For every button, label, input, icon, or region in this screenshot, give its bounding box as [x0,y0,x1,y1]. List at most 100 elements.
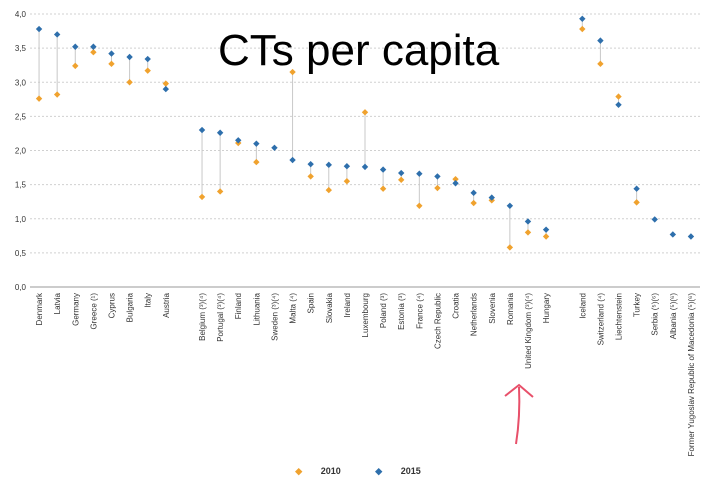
point-2010 [289,68,296,76]
x-tick-label: Estonia (³) [397,293,406,330]
x-tick-label: Germany [71,293,80,326]
legend-item-2015: ◆ 2015 [367,466,428,476]
point-2010 [144,67,151,74]
point-2010 [452,175,459,183]
point-2015 [325,161,332,169]
x-tick-label: Ireland [343,293,352,317]
point-2015 [488,194,495,201]
x-tick-label: Luxembourg [361,293,370,337]
legend: ◆ 2010 ◆ 2015 [0,466,716,477]
arrow-head [504,383,534,398]
point-2015 [615,101,622,108]
point-2010 [126,79,133,86]
point-2015 [434,173,441,180]
x-tick-label: Portugal (³)(⁴) [216,293,225,342]
point-2015 [108,50,115,57]
y-tick-label: 4,0 [15,10,27,19]
x-axis-ticks: Denmark Latvia Germany Greece (¹) Cyprus Bulg… [35,292,696,456]
point-2010 [35,95,43,102]
point-2015 [398,169,405,177]
x-tick-label: Greece (¹) [89,293,98,330]
point-2010 [579,25,586,33]
point-2010 [524,229,532,236]
x-tick-label: Netherlands [470,293,479,336]
point-2010 [398,176,405,184]
point-2010 [253,158,260,166]
point-2015 [53,31,61,38]
point-2010 [325,186,332,194]
y-tick-label: 3,0 [15,78,27,87]
chart-title: CTs per capita [218,26,500,75]
x-tick-label: Finland [234,293,243,319]
point-2015 [72,43,79,50]
x-tick-label: Latvia [53,292,62,314]
x-tick-label: Malta (⁴) [289,293,298,324]
y-tick-label: 1,0 [15,215,27,224]
x-tick-label: Albania (⁵)(⁶) [669,293,678,340]
point-2015 [542,226,550,233]
x-tick-label: France (⁴) [415,293,424,329]
point-2010 [506,244,514,251]
point-2010 [162,80,170,87]
y-tick-label: 2,5 [15,112,27,121]
point-2010 [361,109,369,116]
point-2015 [651,216,658,223]
point-2015 [524,218,532,225]
x-tick-label: Belgium (³)(⁴) [198,293,207,341]
point-2010 [615,93,622,100]
x-tick-label: Slovenia [488,292,497,323]
point-2015 [506,202,514,209]
point-2015 [452,180,459,187]
x-tick-label: Serbia (⁵)(⁶) [651,293,660,336]
x-tick-label: Spain [307,293,316,313]
x-tick-label: Austria [162,292,171,317]
point-2015 [669,231,677,238]
point-2015 [470,189,477,197]
grid-lines [30,13,700,288]
point-2010 [379,185,387,192]
point-2010 [542,233,550,240]
x-tick-label: Slovakia [325,292,334,323]
x-tick-label: Former Yugoslav Republic of Macedonia (⁵… [687,293,696,457]
x-tick-label: Switzerland (⁴) [596,293,605,346]
legend-marker-2010: ◆ [295,466,303,476]
x-tick-label: Lithuania [252,292,261,325]
x-tick-label: Croatia [452,292,461,318]
point-2010 [198,193,206,201]
uk-arrow-annotation [504,383,534,445]
point-2010 [633,199,640,206]
legend-marker-2015: ◆ [375,466,383,476]
point-2015 [162,85,170,93]
x-tick-label: Iceland [578,293,587,319]
point-2015 [597,37,604,44]
y-tick-label: 0,0 [15,283,27,292]
point-2010 [434,184,441,192]
point-2015 [379,166,387,173]
x-tick-label: Liechtenstein [615,293,624,340]
point-2010 [470,199,477,207]
point-2010 [307,173,314,180]
point-2010 [597,60,604,68]
point-2015 [361,163,369,171]
x-tick-label: Czech Republic [433,293,442,349]
x-tick-label: United Kingdom (³)(⁴) [524,293,533,369]
point-2015 [579,15,586,22]
point-2010 [90,49,97,56]
x-tick-label: Italy [144,293,153,308]
point-2010 [108,60,115,68]
point-2015 [289,156,296,164]
point-2010 [416,202,423,209]
legend-label-2015: 2015 [400,466,421,476]
legend-label-2010: 2010 [320,466,341,476]
y-tick-label: 2,0 [15,147,27,156]
point-2010 [216,188,224,195]
point-2015 [126,53,133,61]
x-tick-label: Poland (³) [379,293,388,328]
x-tick-label: Sweden (³)(⁴) [270,293,279,341]
point-2015 [198,126,206,134]
x-tick-label: Denmark [35,292,44,325]
x-tick-label: Romania [506,292,515,325]
point-2015 [35,25,43,33]
point-2015 [271,144,278,151]
